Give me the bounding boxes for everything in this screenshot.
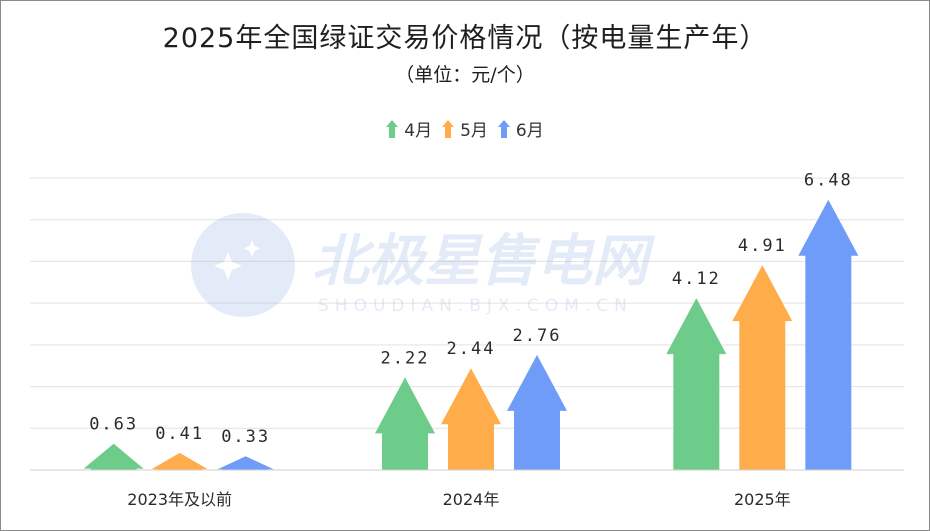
legend-arrow-icon-series-2 [497,119,510,138]
legend-label-series-0: 4月 [404,121,433,141]
watermark-text: 北极星售电网 [312,229,656,294]
data-labels: 0.63 0.41 0.33 2.22 2.44 2.76 4.12 4.91 6.48 [89,171,853,448]
legend-item-series-1: 5月 [442,116,488,141]
chart-legend: 4月 5月 6月 [0,116,930,141]
arrow-bar-2-2 [798,199,859,471]
legend-arrow-icon-series-1 [442,119,455,138]
x-tick-label-0: 2023年及以前 [127,490,232,509]
data-label-1-1: 2.44 [447,339,496,359]
arrow-bar-1-2 [507,354,567,470]
arrow-bars [83,199,859,471]
x-axis: 2023年及以前 2024年 2025年 [30,469,904,509]
legend-item-series-0: 4月 [386,116,432,141]
legend-item-series-2: 6月 [497,116,544,141]
arrow-bar-1-0 [375,377,435,470]
x-tick-label-1: 2024年 [443,490,500,509]
arrow-bar-1-1 [441,368,501,470]
data-label-2-0: 4.12 [672,269,721,289]
x-tick-label-2: 2025年 [734,490,791,509]
watermark-url: SHOUDIAN.BJX.COM.CN [318,296,633,316]
watermark-star-icon [243,240,261,257]
arrow-bar-0-0 [83,443,144,470]
arrow-bar-0-2 [217,456,274,470]
legend-arrow-icon-series-0 [386,119,399,138]
data-label-2-2: 6.48 [804,171,853,191]
data-label-0-2: 0.33 [221,427,270,447]
legend-label-series-2: 6月 [515,121,544,141]
data-label-1-2: 2.76 [513,326,562,346]
data-label-1-0: 2.22 [381,348,430,368]
data-label-0-0: 0.63 [89,415,138,435]
data-label-0-1: 0.41 [155,424,204,444]
arrow-bar-2-1 [732,265,793,470]
arrow-bar-2-0 [666,298,727,470]
watermark-star-icon [214,252,242,280]
watermark-logo-icon [191,213,295,317]
chart-subtitle: （单位：元/个） [395,64,535,86]
legend-label-series-1: 5月 [460,121,488,141]
arrow-bar-0-1 [151,452,208,470]
data-label-2-1: 4.91 [738,236,787,256]
watermark: 北极星售电网 SHOUDIAN.BJX.COM.CN [191,213,656,317]
chart-title: 2025年全国绿证交易价格情况（按电量生产年） [162,23,768,54]
